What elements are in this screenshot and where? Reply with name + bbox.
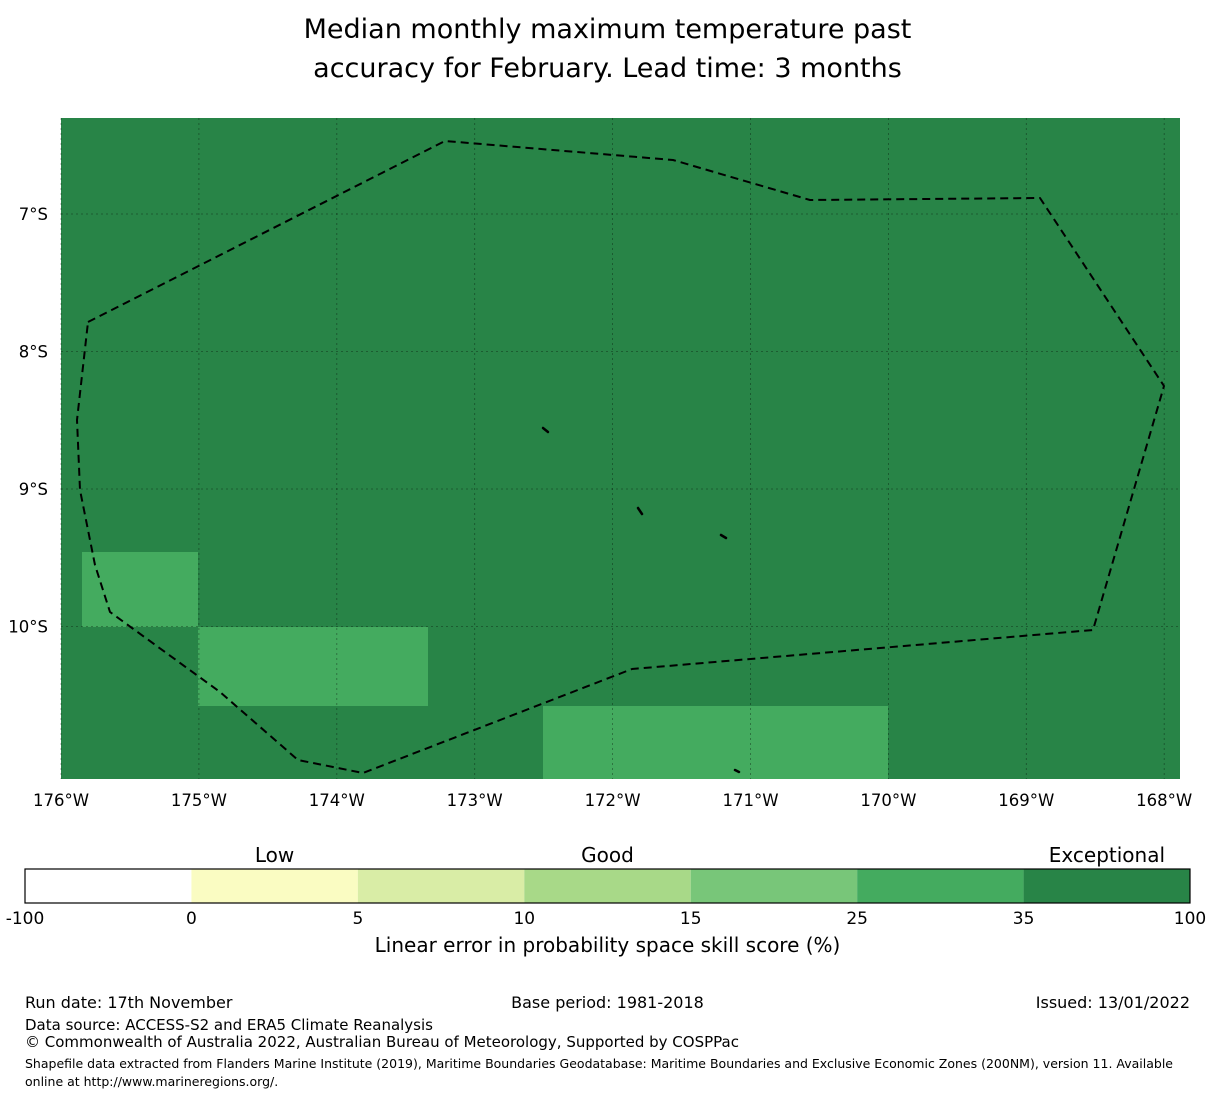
island-mark — [733, 768, 741, 774]
x-tick-label: 169°W — [998, 791, 1054, 810]
y-tick-label: 7°S — [19, 205, 48, 224]
colorbar-tick-label: 100 — [1174, 909, 1206, 929]
run-date-text: Run date: 17th November — [25, 993, 233, 1012]
colorbar-tick-label: -100 — [6, 909, 45, 929]
issued-date-text: Issued: 13/01/2022 — [1035, 993, 1190, 1012]
map-plot: 176°W 175°W 174°W 173°W 172°W 171°W 170°W 169°W… — [8, 118, 1192, 810]
colorbar-segment — [1023, 869, 1190, 903]
island-mark — [636, 506, 644, 516]
y-tick-label: 9°S — [19, 480, 48, 499]
chart-title-line2: accuracy for February. Lead time: 3 mont… — [313, 53, 902, 84]
x-tick-label: 176°W — [33, 791, 89, 810]
y-tick-label: 10°S — [8, 618, 48, 637]
x-tick-label: 168°W — [1136, 791, 1192, 810]
colorbar-header-label: Low — [255, 843, 294, 867]
island-mark — [541, 426, 550, 434]
colorbar-tick-label: 15 — [680, 909, 702, 929]
x-tick-label: 173°W — [447, 791, 503, 810]
colorbar-header-label: Good — [581, 843, 634, 867]
colorbar-segment — [524, 869, 691, 903]
colorbar-tick-label: 10 — [513, 909, 535, 929]
colorbar-tick-label: 35 — [1013, 909, 1035, 929]
map-cell — [82, 552, 198, 627]
colorbar-segment — [25, 869, 192, 903]
colorbar-header-label: Exceptional — [1049, 843, 1165, 867]
x-tick-label: 174°W — [309, 791, 365, 810]
colorbar-tick-label: 5 — [352, 909, 363, 929]
x-tick-label: 171°W — [722, 791, 778, 810]
chart-title-line1: Median monthly maximum temperature past — [303, 14, 912, 45]
x-tick-label: 175°W — [171, 791, 227, 810]
eez-boundary-line — [76, 140, 1165, 774]
copyright-text: © Commonwealth of Australia 2022, Austra… — [25, 1033, 739, 1051]
y-tick-label: 8°S — [19, 343, 48, 362]
colorbar-tick-label: 0 — [186, 909, 197, 929]
data-source-text: Data source: ACCESS-S2 and ERA5 Climate … — [25, 1016, 433, 1034]
map-cell — [543, 706, 888, 779]
colorbar-axis-label: Linear error in probability space skill … — [375, 933, 841, 957]
colorbar-segment — [690, 869, 858, 903]
colorbar-tick-label: 25 — [846, 909, 868, 929]
map-cell — [198, 627, 428, 706]
shapefile-note-text: Shapefile data extracted from Flanders M… — [25, 1056, 1173, 1090]
colorbar-segment — [191, 869, 358, 903]
colorbar-segment — [857, 869, 1024, 903]
x-tick-label: 170°W — [860, 791, 916, 810]
colorbar-segment — [357, 869, 525, 903]
island-mark — [719, 533, 728, 540]
chart-title: Median monthly maximum temperature past … — [0, 10, 1215, 88]
colorbar: Low Good Exceptional -100 0 5 10 15 25 35 100 Linea… — [6, 843, 1207, 957]
base-period-text: Base period: 1981-2018 — [511, 993, 704, 1012]
colorbar-border — [24, 868, 1191, 904]
x-tick-label: 172°W — [585, 791, 641, 810]
